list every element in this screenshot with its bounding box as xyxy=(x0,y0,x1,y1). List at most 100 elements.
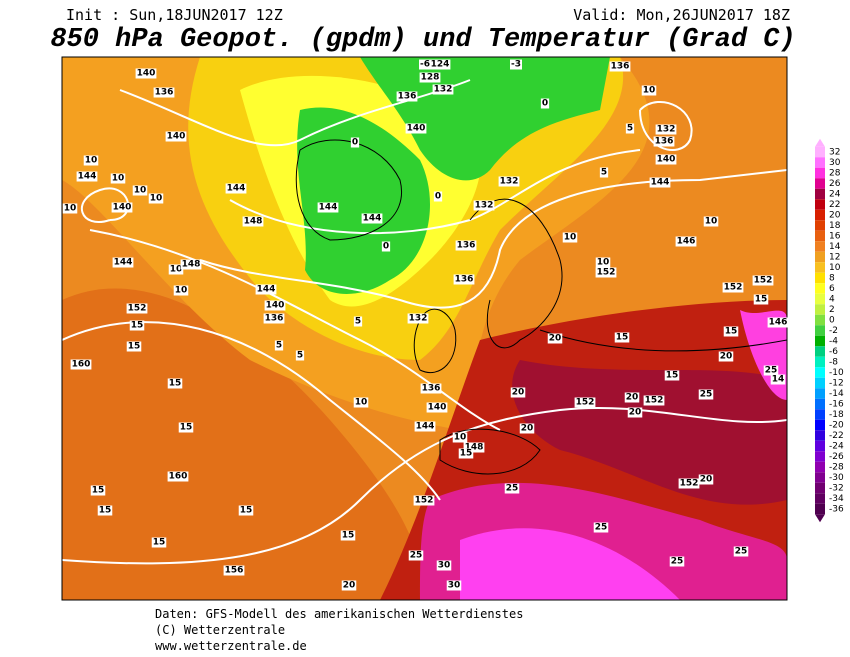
contour-label: 148 xyxy=(244,217,263,227)
colorbar-swatch xyxy=(815,409,825,420)
contour-label: 10 xyxy=(564,233,577,243)
colorbar-swatch xyxy=(815,388,825,399)
contour-label: 15 xyxy=(169,379,182,389)
colorbar-label: 20 xyxy=(829,211,841,221)
contour-label: 5 xyxy=(627,124,633,134)
colorbar-swatch xyxy=(815,377,825,389)
contour-label-box xyxy=(675,236,697,247)
colorbar-swatch xyxy=(815,146,825,158)
contour-label-box xyxy=(110,173,126,184)
contour-label: 15 xyxy=(460,449,473,459)
contour-label: 140 xyxy=(407,124,426,134)
colorbar-arrow xyxy=(815,138,825,147)
contour-label-box xyxy=(641,85,657,96)
contour-label: 136 xyxy=(457,241,476,251)
contour-label-box xyxy=(419,59,431,70)
contour-label: 10 xyxy=(597,258,610,268)
contour-label: 10 xyxy=(112,174,125,184)
contour-label: 152 xyxy=(754,276,773,286)
contour-label-box xyxy=(165,131,187,142)
contour-label: 0 xyxy=(435,192,441,202)
colorbar-label: -22 xyxy=(829,431,844,441)
contour-label: 144 xyxy=(114,258,133,268)
contour-label: 132 xyxy=(475,201,494,211)
colorbar-label: -6 xyxy=(829,347,838,357)
contour-label-box xyxy=(595,267,617,278)
contour-label-box xyxy=(698,389,714,400)
colorbar-swatch xyxy=(815,188,825,200)
contour-label-box xyxy=(83,155,99,166)
colorbar-label: 6 xyxy=(829,284,835,294)
contour-label-box xyxy=(129,320,145,331)
colorbar-swatch xyxy=(815,493,825,504)
colorbar-swatch xyxy=(815,367,825,378)
contour-label: 136 xyxy=(655,137,674,147)
contour-label: 10 xyxy=(454,433,467,443)
contour-label: 15 xyxy=(180,423,193,433)
colorbar-label: 18 xyxy=(829,221,841,231)
contour-label: 140 xyxy=(113,203,132,213)
contour-label-box xyxy=(225,183,247,194)
contour-label-box xyxy=(624,392,640,403)
contour-label: 25 xyxy=(700,390,713,400)
contour-label: 25 xyxy=(735,547,748,557)
contour-label: 140 xyxy=(428,403,447,413)
contour-label-box xyxy=(574,397,596,408)
colorbar-swatch xyxy=(815,220,825,231)
contour-label: 160 xyxy=(169,472,188,482)
contour-label: 10 xyxy=(643,86,656,96)
contour-label-box xyxy=(223,565,245,576)
contour-label: 152 xyxy=(645,396,664,406)
contour-label-box xyxy=(458,448,474,459)
contour-label-box xyxy=(168,264,184,275)
contour-label-box xyxy=(263,313,285,324)
contour-label: 144 xyxy=(78,172,97,182)
contour-label-box xyxy=(547,333,563,344)
valid-time: Valid: Mon,26JUN2017 18Z xyxy=(573,6,790,24)
contour-label-box xyxy=(90,485,106,496)
contour-label-box xyxy=(519,423,535,434)
contour-label-box xyxy=(255,284,277,295)
colorbar-label: 24 xyxy=(829,190,841,200)
colorbar-label: 14 xyxy=(829,242,841,252)
contour-label-box xyxy=(111,202,133,213)
contour-label-box xyxy=(361,213,383,224)
colorbar-label: -14 xyxy=(829,389,844,399)
contour-label-box xyxy=(153,87,175,98)
contour-label: 146 xyxy=(677,237,696,247)
colorbar-swatch xyxy=(815,419,825,431)
contour-label: 136 xyxy=(611,62,630,72)
contour-label-box xyxy=(242,216,264,227)
contour-label: 136 xyxy=(155,88,174,98)
contour-label-box xyxy=(151,537,167,548)
contour-label-box xyxy=(669,556,685,567)
contour-label: 20 xyxy=(626,393,639,403)
contour-label-box xyxy=(408,550,424,561)
colorbar-label: -18 xyxy=(829,410,844,420)
contour-label: 148 xyxy=(182,260,201,270)
contour-label-box xyxy=(504,483,520,494)
contour-label: 14 xyxy=(772,375,785,385)
contour-label: 152 xyxy=(724,283,743,293)
contour-label-box xyxy=(405,123,427,134)
contour-label: 10 xyxy=(150,194,163,204)
contour-label: 10 xyxy=(134,186,147,196)
contour-label-box xyxy=(433,191,443,202)
contour-label-box xyxy=(419,72,441,83)
contour-label: 20 xyxy=(700,475,713,485)
contour-label-box xyxy=(453,274,475,285)
contour-label-box xyxy=(148,193,164,204)
colorbar-label: 26 xyxy=(829,179,841,189)
colorbar-label: -10 xyxy=(829,368,844,378)
colorbar-label: 22 xyxy=(829,200,840,210)
colorbar-label: -12 xyxy=(829,379,844,389)
contour-label-box xyxy=(723,326,739,337)
contour-label-box xyxy=(452,432,468,443)
contour-label: 124 xyxy=(431,60,450,70)
colorbar-label: 0 xyxy=(829,316,835,326)
colorbar-swatch xyxy=(815,472,825,483)
contour-label: 132 xyxy=(409,314,428,324)
contour-label: 15 xyxy=(240,506,253,516)
